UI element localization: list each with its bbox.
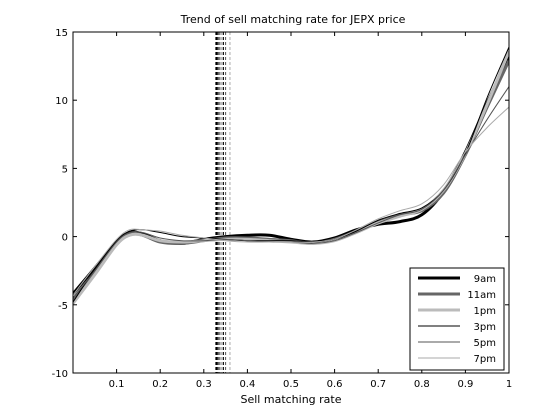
legend-label-1pm: 1pm xyxy=(474,306,496,317)
x-tick-label: 0.7 xyxy=(370,379,386,390)
x-tick-label: 1 xyxy=(506,379,512,390)
chart-title: Trend of sell matching rate for JEPX pri… xyxy=(180,13,406,26)
series-line-1pm xyxy=(73,51,509,303)
legend-label-5pm: 5pm xyxy=(474,338,496,349)
y-tick-label: 15 xyxy=(55,28,68,39)
y-tick-label: 5 xyxy=(62,164,68,175)
x-tick-label: 0.1 xyxy=(109,379,125,390)
x-tick-label: 0.3 xyxy=(196,379,212,390)
x-tick-label: 0.8 xyxy=(414,379,430,390)
legend-label-3pm: 3pm xyxy=(474,322,496,333)
x-tick-label: 0.6 xyxy=(327,379,343,390)
y-tick-label: -5 xyxy=(58,301,68,312)
series-line-7pm xyxy=(73,107,509,295)
legend-label-9am: 9am xyxy=(474,274,496,285)
legend-label-11am: 11am xyxy=(467,290,496,301)
legend: 9am 11am 1pm 3pm 5pm 7pm xyxy=(410,268,504,370)
series-line-9am xyxy=(73,57,509,294)
x-tick-label: 0.5 xyxy=(283,379,299,390)
x-tick-label: 0.9 xyxy=(457,379,473,390)
x-axis-label: Sell matching rate xyxy=(241,393,342,406)
legend-label-7pm: 7pm xyxy=(474,354,496,365)
x-tick-label: 0.2 xyxy=(152,379,168,390)
y-tick-label: 0 xyxy=(62,233,68,244)
x-tick-label: 0.4 xyxy=(239,379,255,390)
series-line-11am xyxy=(73,61,509,300)
y-tick-label: 10 xyxy=(55,96,68,107)
series-line-3pm xyxy=(73,47,509,302)
y-tick-label: -10 xyxy=(52,369,68,380)
